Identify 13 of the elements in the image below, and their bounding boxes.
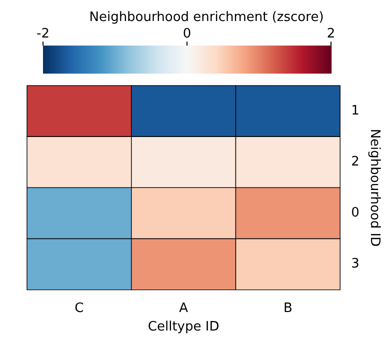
y-axis-title: Neighbourhood ID xyxy=(366,128,382,247)
color-bar-title: Neighbourhood enrichment (zscore) xyxy=(89,10,324,26)
color-bar-label: -2 xyxy=(36,26,50,42)
y-tick-label: 2 xyxy=(351,154,360,170)
x-tick-label: B xyxy=(283,300,292,316)
color-bar-label: 2 xyxy=(326,26,336,42)
x-tick-label: A xyxy=(179,300,188,316)
x-axis-title: Celltype ID xyxy=(148,320,220,335)
y-tick-label: 0 xyxy=(351,206,360,221)
color-bar-label: 0 xyxy=(182,26,192,42)
y-tick-label: 3 xyxy=(351,256,360,272)
x-tick-label: C xyxy=(74,300,84,316)
y-tick-label: 1 xyxy=(351,104,360,118)
